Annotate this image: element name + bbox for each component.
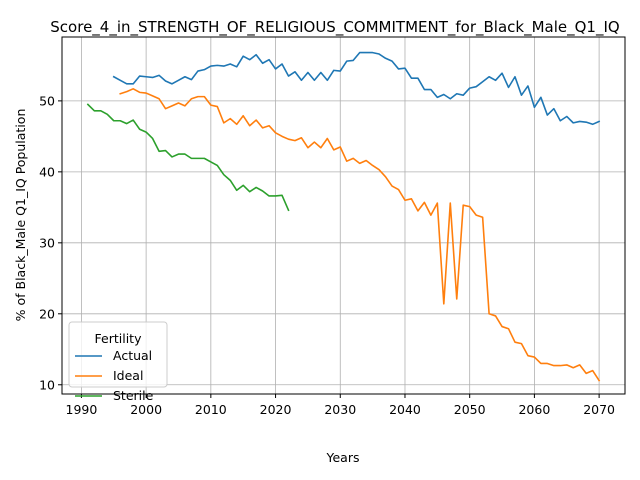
series-line-ideal (119, 88, 601, 382)
x-tick-label: 2050 (454, 402, 486, 417)
y-axis-label: % of Black_Male Q1_IQ Population (13, 109, 28, 322)
chart-title: Score_4_in_STRENGTH_OF_RELIGIOUS_COMMITM… (50, 18, 619, 37)
plot-area-frame (61, 36, 626, 395)
x-tick-label: 2030 (324, 402, 356, 417)
y-tick-label: 50 (39, 93, 55, 108)
x-tick-label: 2070 (583, 402, 615, 417)
y-axis-ticks: 10 20 30 40 50 (39, 93, 62, 392)
x-tick-label: 2040 (389, 402, 421, 417)
x-tick-label: 2000 (130, 402, 162, 417)
x-tick-label: 2060 (518, 402, 550, 417)
legend-label-ideal: Ideal (113, 368, 143, 383)
legend-label-actual: Actual (113, 348, 152, 363)
grid-lines (62, 37, 625, 394)
y-tick-label: 40 (39, 164, 55, 179)
x-tick-label: 1990 (66, 402, 98, 417)
series-line-sterile (86, 103, 290, 212)
legend-items: Actual Ideal Sterile (75, 348, 154, 403)
legend-title: Fertility (95, 331, 143, 346)
legend-box (68, 321, 168, 388)
y-tick-label: 10 (39, 377, 55, 392)
y-tick-label: 20 (39, 306, 55, 321)
legend: Fertility Actual Ideal Sterile (68, 321, 168, 403)
y-tick-label: 30 (39, 235, 55, 250)
legend-label-sterile: Sterile (113, 388, 154, 403)
x-tick-label: 2020 (260, 402, 292, 417)
x-axis-label: Years (326, 450, 360, 465)
x-axis-ticks: 1990 2000 2010 2020 2030 2040 2050 2060 2070 (66, 394, 615, 417)
series-lines (86, 51, 601, 382)
x-tick-label: 2010 (195, 402, 227, 417)
series-line-actual (112, 51, 601, 126)
